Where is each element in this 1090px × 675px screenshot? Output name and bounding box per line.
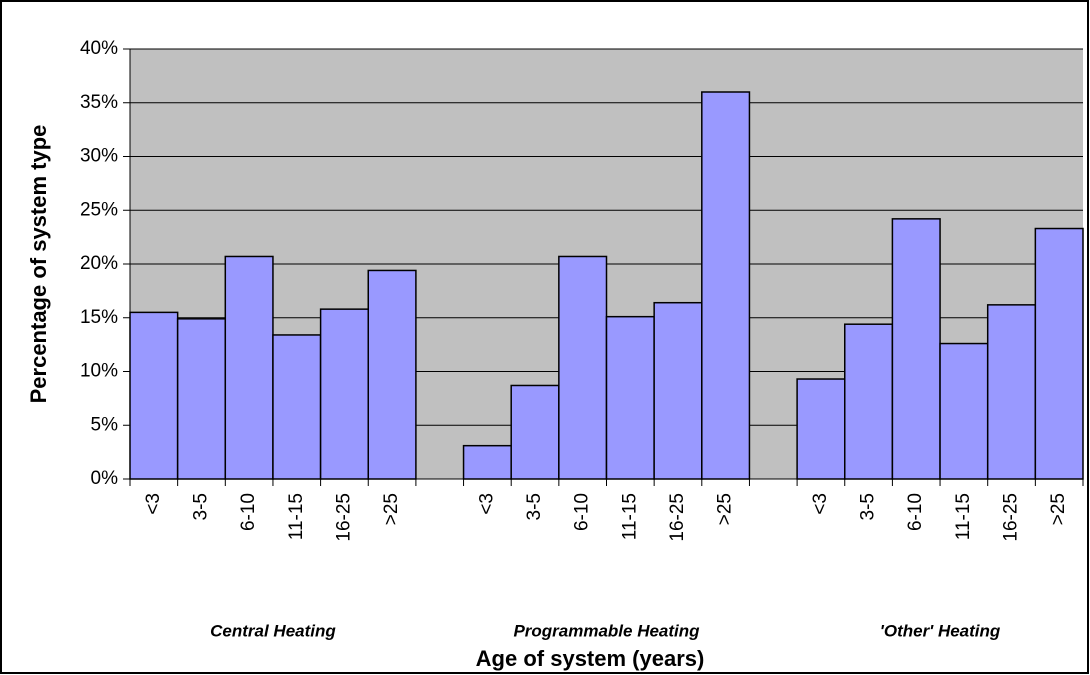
x-tick-label: <3 <box>810 493 831 515</box>
bar <box>939 342 989 480</box>
x-tick-label: <3 <box>143 493 164 515</box>
bar <box>462 444 512 480</box>
x-tick-label: 16-25 <box>333 493 354 542</box>
x-tick-label: 3-5 <box>858 493 879 520</box>
y-tick-label: 0% <box>91 468 119 489</box>
bar <box>367 269 417 480</box>
y-tick-label: 25% <box>80 199 118 220</box>
y-tick-label: 40% <box>80 38 118 59</box>
group-label: 'Other' Heating <box>880 621 1001 640</box>
x-tick-label: 6-10 <box>905 493 926 531</box>
x-tick-label: >25 <box>1048 493 1069 525</box>
bar <box>129 311 179 480</box>
x-tick-label: 6-10 <box>572 493 593 531</box>
bar <box>844 323 894 480</box>
group-label: Programmable Heating <box>513 621 700 640</box>
bar <box>986 304 1037 480</box>
x-tick-label: 11-15 <box>286 493 307 540</box>
group-label: Central Heating <box>210 621 336 640</box>
bar <box>605 315 655 480</box>
y-tick-label: 10% <box>80 361 118 382</box>
bar <box>176 318 227 480</box>
bar <box>891 218 941 480</box>
y-tick-label: 15% <box>80 307 118 328</box>
x-tick-label: 11-15 <box>619 493 640 540</box>
bar <box>796 378 846 480</box>
x-tick-label: <3 <box>476 493 497 515</box>
bar <box>701 91 751 480</box>
bar <box>319 308 370 480</box>
x-tick-label: 3-5 <box>190 493 211 520</box>
x-tick-label: 16-25 <box>1001 493 1022 542</box>
x-tick-label: 11-15 <box>953 493 974 540</box>
bar <box>510 384 560 480</box>
x-axis-title: Age of system (years) <box>476 646 705 671</box>
bar <box>653 301 703 480</box>
x-tick-label: >25 <box>381 493 402 525</box>
y-tick-label: 20% <box>80 253 118 274</box>
x-tick-label: 16-25 <box>667 493 688 542</box>
y-tick-label: 30% <box>80 146 118 167</box>
x-tick-label: 3-5 <box>524 493 545 520</box>
bar <box>272 334 322 480</box>
x-tick-label: >25 <box>715 493 736 525</box>
y-axis-title: Percentage of system type <box>26 125 51 404</box>
y-tick-label: 5% <box>91 414 119 435</box>
bar <box>1034 227 1084 480</box>
bar <box>224 255 274 480</box>
y-tick-label: 35% <box>80 92 118 113</box>
x-tick-label: 6-10 <box>238 493 259 531</box>
bar <box>558 255 608 480</box>
